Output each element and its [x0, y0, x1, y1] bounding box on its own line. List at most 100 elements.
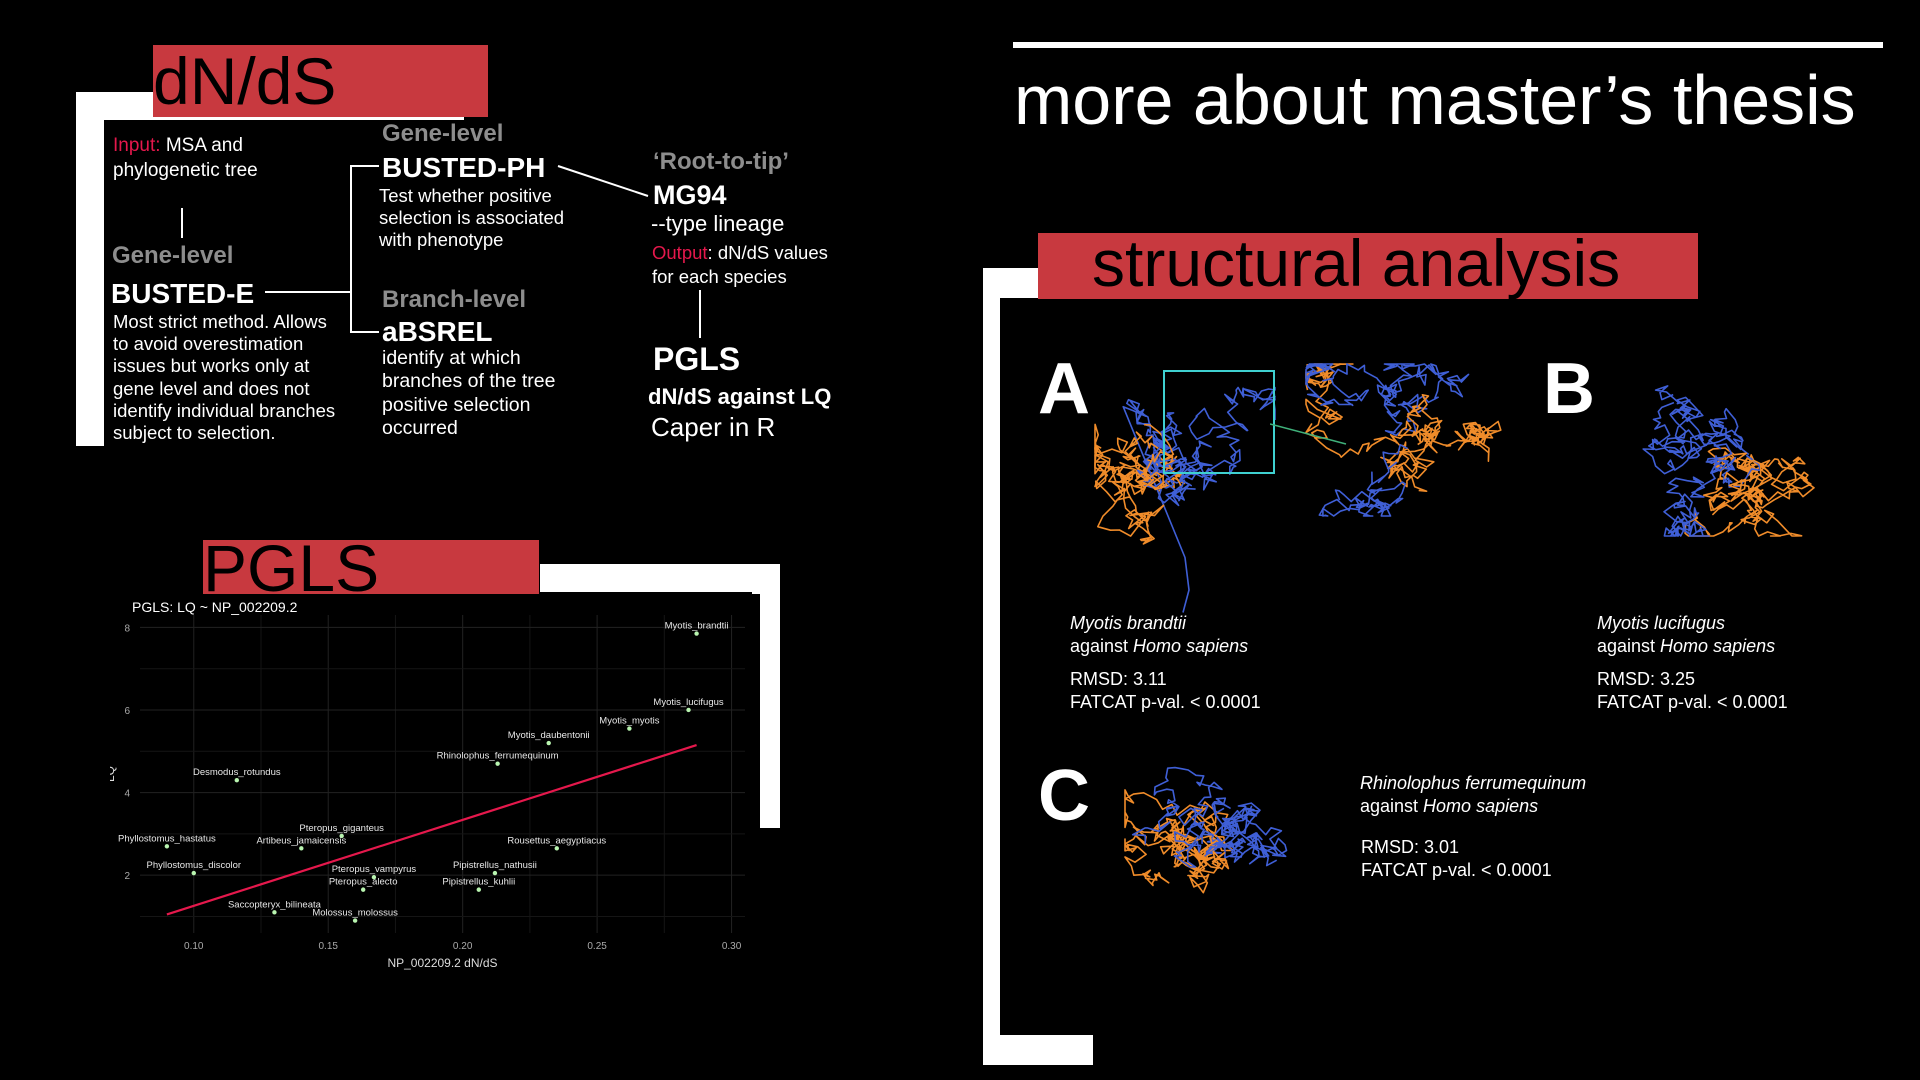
panel-c-fatcat: FATCAT p-val. < 0.0001 [1361, 860, 1552, 880]
pgls-heading: PGLS [203, 531, 380, 605]
data-point [164, 844, 170, 849]
input-text-2: phylogenetic tree [113, 160, 258, 181]
blue-chain [1305, 363, 1403, 434]
orange-chain [1094, 423, 1175, 489]
panel-b-species: Myotis lucifugus [1597, 613, 1726, 633]
blue-chain [1642, 401, 1750, 475]
panel-c-against-line: against Homo sapiens [1360, 796, 1538, 817]
structure-c-overlay [1124, 766, 1288, 894]
data-point-label: Pteropus_giganteus [299, 823, 384, 834]
orange-chain [1097, 450, 1183, 545]
data-point [554, 846, 559, 851]
data-point-label: Pipistrellus_nathusii [453, 860, 537, 871]
blue-chain [1202, 797, 1258, 863]
output-text: : dN/dS values [707, 242, 828, 263]
data-point-label: Pipistrellus_kuhlii [442, 877, 515, 888]
dnds-heading-box [153, 45, 488, 117]
panel-c-ref: Homo sapiens [1423, 796, 1539, 816]
input-label: Input: [113, 135, 161, 156]
data-point [476, 887, 481, 892]
y-axis-label: LQ [110, 766, 117, 782]
structural-heading: structural analysis [1092, 226, 1621, 300]
pgls-method-desc-2: Caper in R [651, 412, 776, 442]
pgls-plot-panel [110, 594, 760, 980]
busted-e-title: BUSTED-E [111, 278, 255, 309]
panel-a-species: Myotis brandtii [1070, 613, 1187, 633]
data-point [694, 631, 699, 636]
structure-a-zoom [1305, 363, 1502, 517]
data-point-label: Artibeus_jamaicensis [256, 835, 346, 846]
data-point [234, 777, 239, 783]
busted-ph-description: Test whether positive selection is assoc… [379, 185, 565, 251]
orange-chain [1724, 456, 1815, 509]
blue-chain [1318, 444, 1409, 517]
data-point-label: Myotis_brandtii [665, 621, 729, 632]
pgls-bracket-top [540, 564, 780, 592]
x-tick-label: 0.20 [453, 941, 473, 952]
output-text-2: for each species [652, 266, 787, 287]
dnds-heading: dN/dS [153, 44, 337, 118]
regression-line [166, 744, 697, 916]
pgls-heading-box [203, 540, 539, 594]
data-point [360, 887, 366, 892]
panel-c-against: against [1360, 796, 1424, 816]
data-point-label: Desmodus_rotundus [193, 767, 281, 778]
data-point [191, 870, 196, 876]
structure-a-zoom-connector [1270, 423, 1347, 445]
orange-chain [1380, 393, 1441, 492]
data-point-label: Myotis_myotis [599, 716, 659, 727]
gene-level-label-1: Gene-level [112, 242, 234, 269]
mg94-title: MG94 [653, 180, 727, 210]
x-tick-label: 0.15 [318, 941, 338, 952]
pgls-plot-title: PGLS: LQ ~ NP_002209.2 [132, 599, 298, 615]
data-point [352, 918, 358, 923]
panel-c-rmsd: RMSD: 3.01 [1361, 837, 1460, 857]
data-point [339, 833, 344, 839]
absrel-description: identify at which branches of the tree p… [382, 347, 556, 440]
connector-busted-ph-mg94 [557, 165, 649, 197]
data-point-label: Saccopteryx_bilineata [228, 899, 322, 910]
data-point-label: Pteropus_vampyrus [332, 864, 417, 875]
panel-a-letter: A [1038, 349, 1090, 429]
panel-c-letter: C [1038, 756, 1090, 836]
structure-b-overlay [1642, 385, 1815, 537]
pgls-method-desc-1: dN/dS against LQ [648, 384, 832, 409]
x-axis-label: NP_002209.2 dN/dS [387, 956, 497, 970]
structural-bracket-bottom [983, 1035, 1093, 1065]
x-tick-label: 0.30 [722, 941, 742, 952]
data-point [546, 740, 551, 746]
title-rule [1013, 42, 1883, 48]
panel-a-rmsd: RMSD: 3.11 [1070, 669, 1167, 689]
root-to-tip-label: ‘Root-to-tip’ [653, 148, 789, 175]
dnds-connectors [181, 165, 701, 338]
data-point [272, 910, 277, 915]
panel-b-against-line: against Homo sapiens [1597, 636, 1775, 657]
data-point [686, 707, 691, 713]
data-point-label: Phyllostomus_hastatus [118, 833, 216, 844]
mg94-description: --type lineage [651, 211, 785, 236]
data-point [299, 846, 304, 851]
y-tick-label: 4 [124, 789, 130, 800]
blue-chain [1663, 456, 1737, 537]
connector-split [350, 165, 379, 333]
slide-title: more about master’s thesis [1014, 61, 1856, 139]
input-text: MSA and [160, 135, 243, 156]
output-label: Output [652, 242, 708, 263]
branch-level-label: Branch-level [382, 286, 527, 313]
y-tick-label: 2 [124, 871, 130, 882]
data-point-label: Molossus_molossus [312, 908, 398, 919]
panel-c-species: Rhinolophus ferrumequinum [1360, 773, 1587, 793]
y-tick-label: 6 [124, 706, 130, 717]
gene-level-label-2: Gene-level [382, 120, 504, 147]
panel-a-ref: Homo sapiens [1133, 636, 1249, 656]
structural-heading-box [1038, 233, 1698, 299]
data-point [627, 726, 632, 731]
panel-b-fatcat: FATCAT p-val. < 0.0001 [1597, 692, 1788, 712]
absrel-title: aBSREL [382, 316, 493, 347]
data-point [371, 875, 377, 880]
panel-b-ref: Homo sapiens [1660, 636, 1776, 656]
pgls-method-title: PGLS [653, 341, 741, 377]
panel-b-letter: B [1543, 349, 1595, 429]
blue-chain [1383, 363, 1470, 437]
pgls-scatter-chart: 0.10 0.15 0.20 0.25 0.30 2 4 6 8 NP_002209.2 dN/d… [110, 615, 745, 970]
